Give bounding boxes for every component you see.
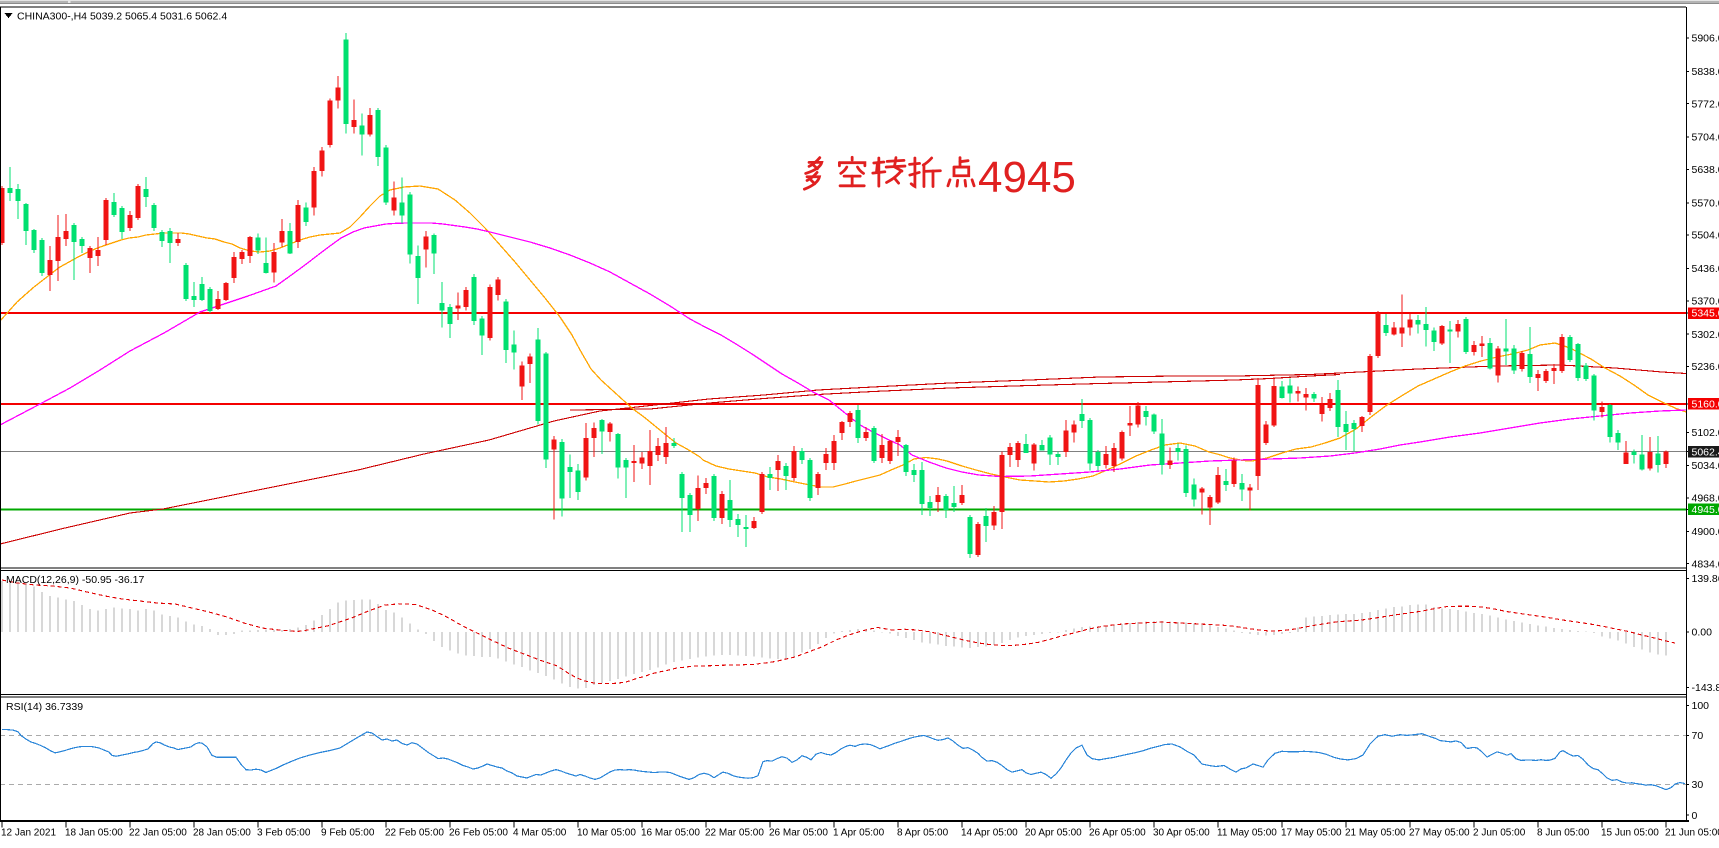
svg-text:5504.0: 5504.0 xyxy=(1692,230,1719,242)
svg-text:5236.0: 5236.0 xyxy=(1692,361,1719,373)
svg-text:28 Jan 05:00: 28 Jan 05:00 xyxy=(193,828,251,839)
svg-text:4900.0: 4900.0 xyxy=(1692,526,1719,538)
svg-text:26 Mar 05:00: 26 Mar 05:00 xyxy=(769,828,828,839)
svg-text:17 May 05:00: 17 May 05:00 xyxy=(1281,828,1342,839)
svg-text:CHINA300-,H4 5039.2 5065.4 50: CHINA300-,H4 5039.2 5065.4 5031.6 5062.4 xyxy=(17,11,227,23)
svg-text:4945: 4945 xyxy=(978,153,1076,202)
svg-text:26 Feb 05:00: 26 Feb 05:00 xyxy=(449,828,508,839)
svg-text:5704.0: 5704.0 xyxy=(1692,132,1719,144)
svg-text:70: 70 xyxy=(1692,730,1704,742)
svg-text:22 Jan 05:00: 22 Jan 05:00 xyxy=(129,828,187,839)
svg-text:22 Feb 05:00: 22 Feb 05:00 xyxy=(385,828,444,839)
svg-text:4968.0: 4968.0 xyxy=(1692,493,1719,505)
svg-text:21 May 05:00: 21 May 05:00 xyxy=(1345,828,1406,839)
svg-text:4 Mar 05:00: 4 Mar 05:00 xyxy=(513,828,567,839)
svg-text:5034.0: 5034.0 xyxy=(1692,460,1719,472)
svg-text:10 Mar 05:00: 10 Mar 05:00 xyxy=(577,828,636,839)
svg-text:139.86: 139.86 xyxy=(1692,573,1719,585)
svg-text:27 May 05:00: 27 May 05:00 xyxy=(1409,828,1470,839)
svg-text:8 Apr 05:00: 8 Apr 05:00 xyxy=(897,828,949,839)
svg-text:5638.0: 5638.0 xyxy=(1692,164,1719,176)
svg-text:12 Jan 2021: 12 Jan 2021 xyxy=(1,828,56,839)
svg-text:5302.0: 5302.0 xyxy=(1692,329,1719,341)
svg-text:MACD(12,26,9) -50.95 -36.17: MACD(12,26,9) -50.95 -36.17 xyxy=(6,574,144,586)
svg-text:4945.0: 4945.0 xyxy=(1692,504,1719,516)
svg-text:5345.0: 5345.0 xyxy=(1692,308,1719,320)
svg-text:21 Jun 05:00: 21 Jun 05:00 xyxy=(1665,828,1719,839)
svg-text:8 Jun 05:00: 8 Jun 05:00 xyxy=(1537,828,1590,839)
svg-text:11 May 05:00: 11 May 05:00 xyxy=(1217,828,1277,839)
svg-text:5436.0: 5436.0 xyxy=(1692,263,1719,275)
svg-text:5772.0: 5772.0 xyxy=(1692,98,1719,110)
svg-text:5062.4: 5062.4 xyxy=(1692,446,1719,458)
svg-text:5370.0: 5370.0 xyxy=(1692,295,1719,307)
svg-text:-143.82: -143.82 xyxy=(1692,682,1719,694)
svg-text:1 Apr 05:00: 1 Apr 05:00 xyxy=(833,828,885,839)
svg-text:20 Apr 05:00: 20 Apr 05:00 xyxy=(1025,828,1082,839)
svg-text:RSI(14) 36.7339: RSI(14) 36.7339 xyxy=(6,701,83,713)
svg-text:0: 0 xyxy=(1692,810,1698,822)
svg-text:4834.0: 4834.0 xyxy=(1692,558,1719,570)
svg-text:14 Apr 05:00: 14 Apr 05:00 xyxy=(961,828,1018,839)
svg-text:15 Jun 05:00: 15 Jun 05:00 xyxy=(1601,828,1659,839)
svg-text:30: 30 xyxy=(1692,779,1704,791)
svg-text:22 Mar 05:00: 22 Mar 05:00 xyxy=(705,828,764,839)
svg-text:26 Apr 05:00: 26 Apr 05:00 xyxy=(1089,828,1146,839)
svg-text:30 Apr 05:00: 30 Apr 05:00 xyxy=(1153,828,1210,839)
svg-text:5160.0: 5160.0 xyxy=(1692,398,1719,410)
svg-text:2 Jun 05:00: 2 Jun 05:00 xyxy=(1473,828,1526,839)
svg-text:9 Feb 05:00: 9 Feb 05:00 xyxy=(321,828,375,839)
svg-text:18 Jan 05:00: 18 Jan 05:00 xyxy=(65,828,123,839)
svg-text:3 Feb 05:00: 3 Feb 05:00 xyxy=(257,828,311,839)
svg-text:5570.0: 5570.0 xyxy=(1692,197,1719,209)
svg-text:16 Mar 05:00: 16 Mar 05:00 xyxy=(641,828,700,839)
svg-text:5838.0: 5838.0 xyxy=(1692,66,1719,78)
svg-text:100: 100 xyxy=(1692,700,1710,712)
svg-text:5906.0: 5906.0 xyxy=(1692,33,1719,45)
svg-text:0.00: 0.00 xyxy=(1692,627,1713,639)
svg-text:5102.0: 5102.0 xyxy=(1692,427,1719,439)
